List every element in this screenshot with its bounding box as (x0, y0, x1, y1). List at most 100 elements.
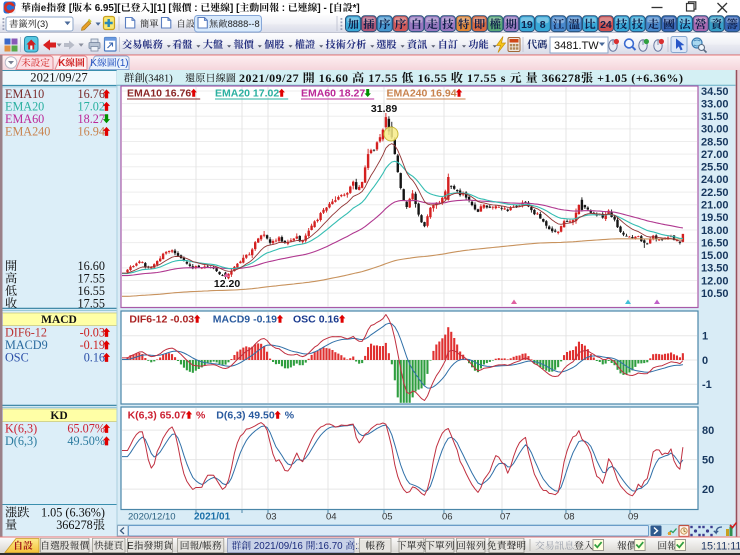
svg-text:]: ] (317, 3, 320, 14)
svg-text:%: % (285, 410, 295, 422)
svg-text:MACD9: MACD9 (213, 314, 250, 326)
svg-text:[: [ (168, 3, 172, 14)
svg-text:49.50: 49.50 (248, 410, 274, 422)
svg-text:12.00: 12.00 (701, 275, 729, 287)
svg-text:366278: 366278 (542, 71, 581, 85)
svg-text:04: 04 (326, 512, 337, 523)
svg-text:EMA60: EMA60 (5, 112, 44, 126)
svg-text:OSC: OSC (5, 351, 29, 365)
svg-text:18.27: 18.27 (78, 112, 105, 126)
svg-text:[: [ (69, 3, 73, 14)
svg-text:07: 07 (500, 512, 511, 523)
svg-text:K(6,3): K(6,3) (5, 422, 37, 436)
svg-text:16.60: 16.60 (319, 71, 349, 85)
svg-text:50: 50 (702, 454, 714, 466)
svg-text:06: 06 (442, 512, 453, 523)
svg-text:33.00: 33.00 (701, 98, 729, 110)
svg-text::16.70: :16.70 (315, 541, 343, 552)
svg-text:16.55: 16.55 (78, 284, 105, 298)
svg-text:65.07: 65.07 (160, 410, 186, 422)
svg-text:EMA10: EMA10 (5, 87, 44, 101)
svg-text:17.55: 17.55 (368, 71, 398, 85)
svg-text:-: - (324, 3, 327, 14)
svg-text:16.55: 16.55 (418, 71, 448, 85)
svg-text:*]: *] (353, 3, 360, 14)
svg-text:17.55: 17.55 (78, 297, 105, 311)
svg-text:EMA240: EMA240 (387, 88, 428, 100)
svg-text:0: 0 (702, 355, 708, 367)
svg-text:30.00: 30.00 (701, 124, 729, 136)
svg-text:16.60: 16.60 (78, 259, 105, 273)
svg-text:34.50: 34.50 (701, 86, 729, 98)
svg-text:24.00: 24.00 (701, 174, 729, 186)
svg-text:KD: KD (50, 410, 67, 422)
svg-text:16.94: 16.94 (430, 88, 456, 100)
svg-text:15:11:11: 15:11:11 (701, 541, 740, 553)
svg-text:17.02: 17.02 (78, 100, 105, 114)
svg-text:16.94: 16.94 (78, 125, 105, 139)
svg-text:MACD9: MACD9 (5, 338, 48, 352)
svg-text:1.05: 1.05 (41, 506, 62, 520)
svg-text:OSC: OSC (293, 314, 316, 326)
svg-text:[: [ (330, 3, 334, 14)
svg-text:1: 1 (702, 331, 708, 343)
svg-text:08: 08 (564, 512, 575, 523)
svg-text:10.50: 10.50 (701, 288, 729, 300)
svg-text:19.50: 19.50 (701, 212, 729, 224)
svg-text:31.50: 31.50 (701, 111, 729, 123)
svg-text:22.50: 22.50 (701, 187, 729, 199)
svg-text:K: K (58, 58, 65, 69)
svg-text:25.50: 25.50 (701, 162, 729, 174)
svg-text:09: 09 (628, 512, 639, 523)
svg-text:-0.19: -0.19 (253, 314, 277, 326)
svg-text:27.00: 27.00 (701, 149, 729, 161)
svg-text:17.55: 17.55 (78, 272, 105, 286)
svg-text:28.50: 28.50 (701, 136, 729, 148)
svg-text:%: % (196, 410, 206, 422)
svg-text:D(6,3): D(6,3) (216, 410, 245, 422)
svg-text:0.16: 0.16 (84, 351, 105, 365)
svg-text:80: 80 (702, 425, 714, 437)
svg-text:15.00: 15.00 (701, 250, 729, 262)
svg-text:49.50%: 49.50% (67, 434, 105, 448)
svg-text:16.50: 16.50 (701, 237, 729, 249)
svg-text:EMA240: EMA240 (5, 125, 50, 139)
svg-text:6.95][: 6.95][ (95, 3, 122, 14)
svg-text:19: 19 (521, 19, 533, 31)
svg-text:K: K (90, 58, 97, 69)
svg-text:s: s (501, 71, 506, 85)
svg-text::: : (194, 3, 197, 14)
svg-text:13.50: 13.50 (701, 263, 729, 275)
svg-text:65.07%: 65.07% (67, 422, 105, 436)
svg-text:17.02: 17.02 (253, 88, 279, 100)
svg-text:(+6.36%): (+6.36%) (631, 71, 683, 85)
svg-text:17.55: 17.55 (467, 71, 497, 85)
svg-text:-0.19: -0.19 (80, 338, 105, 352)
svg-text:-0.03: -0.03 (80, 326, 105, 340)
svg-text:DIF6-12: DIF6-12 (129, 314, 167, 326)
svg-text:]: ] (230, 3, 233, 14)
svg-text:/: / (199, 541, 202, 552)
svg-text:2021/01: 2021/01 (194, 512, 231, 523)
svg-text:EMA60: EMA60 (301, 88, 336, 100)
svg-text:18.27: 18.27 (339, 88, 365, 100)
svg-text:K(6,3): K(6,3) (128, 410, 157, 422)
svg-text:MACD: MACD (41, 314, 77, 326)
svg-text:16.76: 16.76 (165, 88, 191, 100)
svg-text:05: 05 (382, 512, 393, 523)
svg-text:18.00: 18.00 (701, 225, 729, 237)
svg-text:(3481): (3481) (145, 74, 173, 85)
svg-text:2020/12/10: 2020/12/10 (128, 512, 176, 523)
svg-text:2021/09/27: 2021/09/27 (239, 71, 299, 85)
svg-text:(6.36%): (6.36%) (65, 506, 105, 520)
svg-text:31.89: 31.89 (371, 103, 397, 115)
svg-text:21.00: 21.00 (701, 199, 729, 211)
svg-text:EMA20: EMA20 (5, 100, 44, 114)
svg-text:DIF6-12: DIF6-12 (5, 326, 47, 340)
svg-text:2021/09/27: 2021/09/27 (30, 71, 87, 85)
svg-text:20: 20 (702, 484, 714, 496)
svg-text:8: 8 (540, 19, 546, 31)
svg-text:(1): (1) (117, 58, 129, 69)
svg-text::: : (282, 3, 285, 14)
svg-text:8888--8: 8888--8 (228, 19, 260, 29)
